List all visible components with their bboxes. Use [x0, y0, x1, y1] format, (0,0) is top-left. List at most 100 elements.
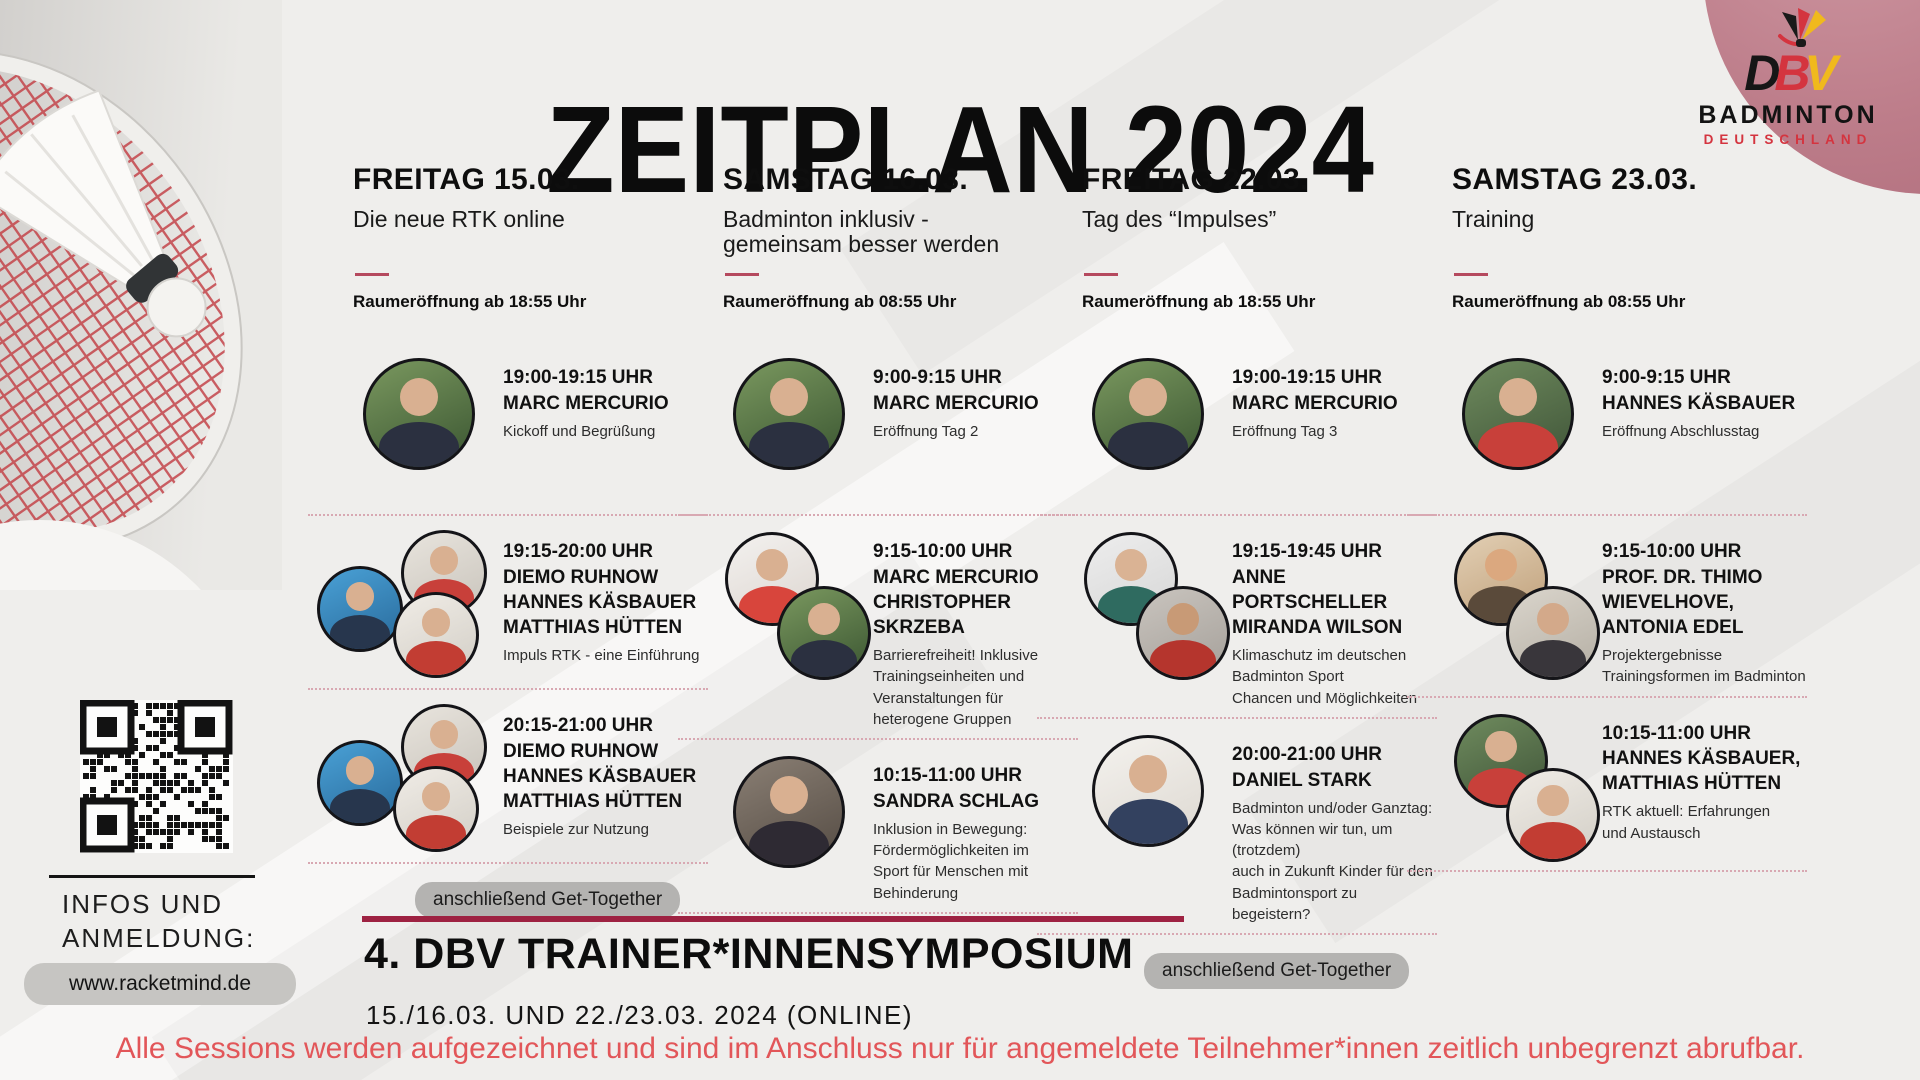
- speaker-photo: [1092, 734, 1204, 847]
- session-separator: [678, 514, 1078, 516]
- session-speakers: HANNES KÄSBAUER: [1602, 392, 1796, 414]
- session-description: Kickoff und Begrüßung: [503, 422, 656, 440]
- page-title: ZEITPLAN 2024: [546, 80, 1374, 219]
- session-time: 10:15-11:00 UHR: [1602, 722, 1751, 744]
- footer-divider: [49, 875, 255, 878]
- session-separator: [1037, 933, 1437, 936]
- session-item: 20:00-21:00 UHR DANIEL STARK Badminton u…: [1082, 729, 1437, 928]
- session-item: 19:15-20:00 UHR DIEMO RUHNOW HANNES KÄSBA…: [317, 526, 708, 682]
- session-time: 9:15-10:00 UHR: [873, 541, 1013, 562]
- session-item: 9:00-9:15 UHR HANNES KÄSBAUER Eröffnung …: [1452, 352, 1807, 508]
- session-time: 20:15-21:00 UHR: [503, 715, 653, 736]
- session-separator: [678, 912, 1078, 915]
- day-heading: SAMSTAG 23.03.: [1452, 163, 1698, 196]
- session-description: Eröffnung Tag 2: [873, 422, 979, 440]
- speaker-photo: [1506, 767, 1600, 862]
- session-item: 10:15-11:00 UHR SANDRA SCHLAG Inklusion …: [723, 750, 1078, 906]
- session-separator: [1407, 514, 1807, 516]
- session-description: Klimaschutz im deutschen Badminton Sport…: [1232, 646, 1418, 707]
- speaker-photo: [317, 740, 403, 826]
- day-column: FREITAG 22.03. Tag des “Impulses” Raumer…: [1037, 163, 1437, 990]
- session-time: 19:00-19:15 UHR: [503, 367, 653, 388]
- session-item: 19:00-19:15 UHR MARC MERCURIO Kickoff un…: [353, 352, 708, 508]
- session-separator: [1407, 869, 1807, 872]
- session-item: 19:00-19:15 UHR MARC MERCURIO Eröffnung …: [1082, 352, 1437, 508]
- speaker-photos: [353, 356, 493, 506]
- speaker-photos: [723, 356, 863, 506]
- speaker-photos: [317, 704, 493, 854]
- session-item: 20:15-21:00 UHR DIEMO RUHNOW HANNES KÄSBA…: [317, 700, 708, 856]
- speaker-photos: [1452, 712, 1600, 862]
- speaker-photo: [393, 766, 479, 852]
- day-heading: FREITAG 22.03.: [1082, 163, 1309, 196]
- session-list: 19:00-19:15 UHR MARC MERCURIO Kickoff un…: [308, 352, 708, 864]
- room-open-time: Raumeröffnung ab 08:55 Uhr: [1452, 292, 1686, 311]
- session-time: 19:15-20:00 UHR: [503, 541, 653, 562]
- session-speakers: HANNES KÄSBAUER, MATTHIAS HÜTTEN: [1602, 748, 1801, 795]
- racket-shuttle-photo: [0, 0, 282, 590]
- qr-code: [80, 700, 233, 853]
- day-column: SAMSTAG 16.03. Badminton inklusiv - geme…: [678, 163, 1078, 924]
- speaker-photos: [1082, 356, 1222, 506]
- session-speakers: MARC MERCURIO: [1232, 392, 1398, 414]
- session-time: 9:00-9:15 UHR: [1602, 367, 1731, 388]
- session-time: 9:00-9:15 UHR: [873, 367, 1002, 388]
- session-time: 19:15-19:45 UHR: [1232, 541, 1382, 562]
- speaker-photos: [317, 530, 493, 680]
- speaker-photo: [733, 358, 845, 470]
- get-together-badge: anschließend Get-Together: [415, 882, 681, 918]
- day-subtitle: Training: [1452, 206, 1535, 232]
- session-separator: [308, 514, 708, 516]
- session-list: 9:00-9:15 UHR HANNES KÄSBAUER Eröffnung …: [1407, 352, 1807, 872]
- shuttle-logo-icon: [1778, 8, 1826, 47]
- day-heading: FREITAG 15.03.: [353, 163, 580, 196]
- session-item: 10:15-11:00 UHR HANNES KÄSBAUER, MATTHIAS…: [1452, 708, 1807, 864]
- session-speakers: MARC MERCURIO: [873, 392, 1039, 414]
- speaker-photo: [1462, 358, 1574, 470]
- session-description: Beispiele zur Nutzung: [503, 820, 649, 838]
- speaker-photos: [723, 530, 871, 680]
- speaker-photos: [1452, 356, 1592, 506]
- speaker-photo: [1092, 358, 1204, 470]
- speaker-photos: [1082, 530, 1230, 680]
- session-time: 19:00-19:15 UHR: [1232, 367, 1382, 388]
- session-speakers: DIEMO RUHNOW HANNES KÄSBAUER MATTHIAS HÜTT…: [503, 566, 697, 638]
- speaker-photo: [363, 358, 475, 470]
- session-separator: [308, 688, 708, 690]
- event-dates: 15./16.03. UND 22./23.03. 2024 (ONLINE): [366, 1000, 913, 1030]
- session-speakers: MARC MERCURIO: [503, 392, 669, 414]
- session-speakers: ANNE PORTSCHELLER MIRANDA WILSON: [1232, 566, 1403, 638]
- speaker-photo: [317, 566, 403, 652]
- divider-dash: [1454, 273, 1488, 276]
- day-column: FREITAG 15.03. Die neue RTK online Raume…: [308, 163, 708, 918]
- day-subtitle: Badminton inklusiv - gemeinsam besser we…: [723, 206, 1000, 258]
- speaker-photo: [1454, 713, 1548, 808]
- room-open-time: Raumeröffnung ab 18:55 Uhr: [353, 292, 587, 311]
- session-separator: [308, 862, 708, 864]
- session-separator: [1037, 514, 1437, 516]
- session-separator: [1037, 716, 1437, 719]
- divider-dash: [1084, 273, 1118, 276]
- session-time: 9:15-10:00 UHR: [1602, 541, 1742, 562]
- session-item: 9:00-9:15 UHR MARC MERCURIO Eröffnung Ta…: [723, 352, 1078, 508]
- room-open-time: Raumeröffnung ab 18:55 Uhr: [1082, 292, 1316, 311]
- session-description: RTK aktuell: Erfahrungen und Austausch: [1602, 803, 1771, 842]
- speaker-photos: [723, 754, 863, 904]
- room-open-time: Raumeröffnung ab 08:55 Uhr: [723, 292, 957, 311]
- session-description: Eröffnung Tag 3: [1232, 422, 1338, 440]
- session-item: 9:15-10:00 UHR PROF. DR. THIMO WIEVELHOVE…: [1452, 526, 1807, 690]
- session-description: Eröffnung Abschlusstag: [1602, 422, 1760, 440]
- speaker-photo: [733, 756, 845, 869]
- speaker-photo: [777, 586, 871, 680]
- session-list: 9:00-9:15 UHR MARC MERCURIO Eröffnung Ta…: [678, 352, 1078, 915]
- session-time: 20:00-21:00 UHR: [1232, 743, 1382, 765]
- get-together-badge: anschließend Get-Together: [1144, 953, 1410, 990]
- session-description: Impuls RTK - eine Einführung: [503, 646, 700, 664]
- event-title-rule: [362, 916, 1184, 922]
- session-description: Badminton und/oder Ganztag: Was können w…: [1232, 799, 1433, 924]
- session-speakers: DIEMO RUHNOW HANNES KÄSBAUER MATTHIAS HÜTT…: [503, 740, 697, 812]
- info-label: INFOS UND ANMELDUNG:: [62, 889, 256, 953]
- speaker-photo: [1506, 586, 1600, 680]
- speaker-photo: [393, 592, 479, 678]
- divider-dash: [355, 273, 389, 276]
